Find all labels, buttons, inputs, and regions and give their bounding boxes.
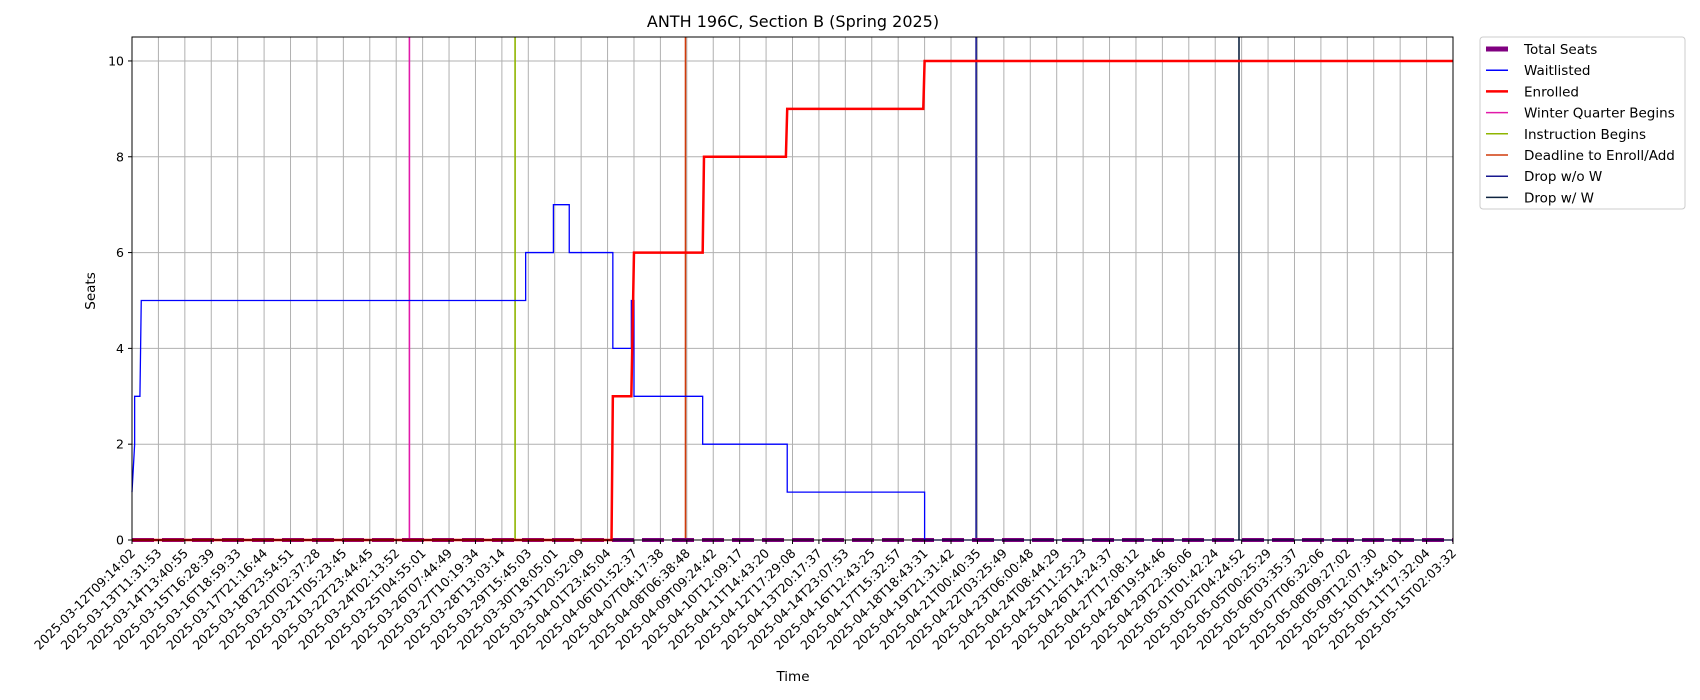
y-axis-label: Seats [83, 272, 99, 309]
legend-label: Deadline to Enroll/Add [1524, 148, 1675, 164]
legend-label: Winter Quarter Begins [1524, 106, 1675, 122]
chart-title: ANTH 196C, Section B (Spring 2025) [647, 12, 939, 31]
y-tick-label: 2 [116, 437, 124, 452]
y-tick-label: 4 [116, 341, 124, 356]
series-line-enrolled [132, 59, 1453, 542]
legend-label: Total Seats [1523, 42, 1597, 58]
legend-label: Drop w/o W [1524, 169, 1602, 185]
legend-label: Waitlisted [1524, 63, 1591, 79]
x-axis-label: Time [775, 669, 809, 685]
legend-label: Instruction Begins [1524, 127, 1646, 143]
y-tick-label: 0 [116, 533, 124, 548]
legend-label: Drop w/ W [1524, 190, 1594, 206]
legend-label: Enrolled [1524, 84, 1579, 100]
marker-layer [408, 37, 1240, 540]
legend-box [1479, 36, 1686, 210]
y-tick-label: 10 [108, 53, 124, 68]
y-ticks: 0 2 4 6 8 10 [108, 53, 132, 548]
legend: Total Seats Waitlisted Enrolled Winter Quar… [1479, 36, 1686, 210]
series-line-waitlisted [131, 204, 1453, 541]
y-tick-label: 8 [116, 149, 124, 164]
y-tick-label: 6 [116, 245, 124, 260]
x-ticks: 2025-03-12T09:14:022025-03-13T11:31:5320… [31, 540, 1459, 653]
grid-layer [131, 37, 1454, 541]
